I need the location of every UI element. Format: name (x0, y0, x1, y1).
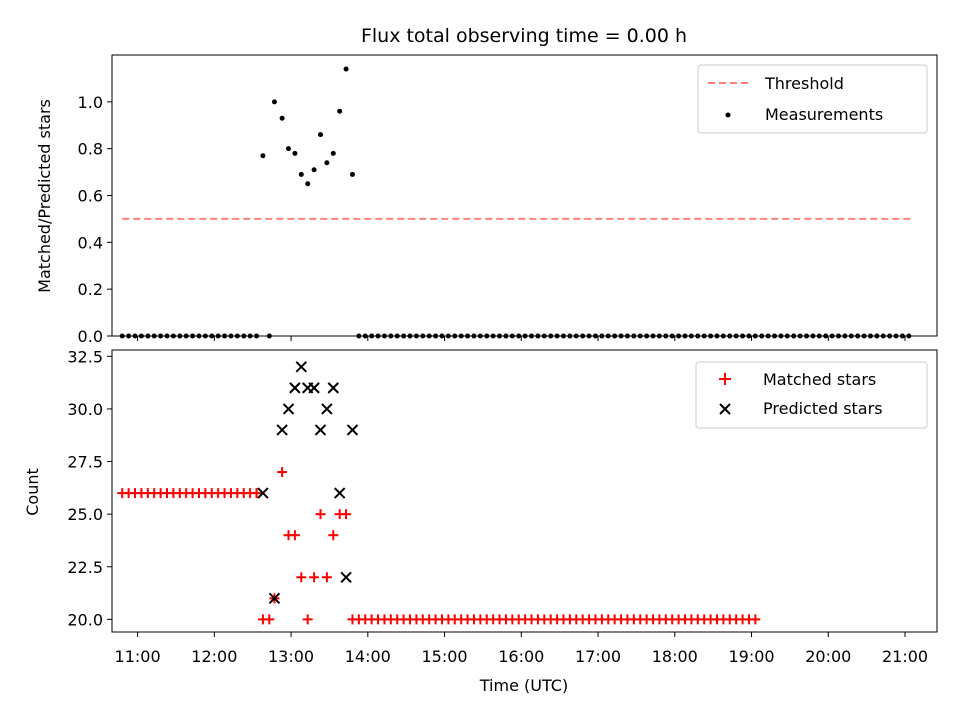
bottom-x-tick-label: 14:00 (345, 647, 391, 666)
bottom-x-tick-label: 11:00 (115, 647, 161, 666)
top-y-tick-label: 1.0 (78, 93, 103, 112)
bottom-x-tick-label: 13:00 (268, 647, 314, 666)
cross-b (308, 382, 320, 394)
predicted-star-point (333, 487, 346, 499)
matched-star-point (296, 572, 307, 583)
predicted-star-point (282, 403, 295, 415)
bottom-y-axis-label: Count (23, 468, 42, 516)
bottom-y-tick-label: 22.5 (67, 558, 103, 577)
top-chart-title: Flux total observing time = 0.00 h (361, 25, 687, 47)
measurement-point (349, 171, 355, 177)
bottom-y-tick-label: 25.0 (67, 505, 103, 524)
measurement-point (271, 99, 277, 105)
bottom-plot: 20.0 22.5 25.0 27.5 30.0 32.5 11:00 12:00 13:00 1… (67, 347, 938, 666)
cross-b (257, 487, 269, 499)
top-legend: Threshold Measurements (697, 64, 928, 134)
measurement-point (260, 153, 266, 159)
cross-b (282, 403, 295, 415)
measurement-point (337, 108, 343, 114)
bottom-x-tick-label: 18:00 (652, 647, 698, 666)
predicted-star-point (268, 592, 281, 605)
legend-matched-label: Matched stars (763, 370, 876, 389)
legend-matched-swatch (719, 373, 731, 385)
cross-b (276, 424, 288, 436)
matched-star-point (251, 488, 262, 499)
bottom-x-tick-label: 15:00 (422, 647, 468, 666)
predicted-star-point (327, 382, 339, 394)
bottom-legend-box (695, 361, 928, 429)
bottom-x-tick-label: 20:00 (805, 647, 851, 666)
matched-star-point (750, 614, 761, 625)
top-y-tick-label: 0.0 (78, 327, 103, 346)
top-y-tick-label: 0.2 (78, 280, 103, 299)
measurement-point (343, 66, 349, 72)
matched-star-point (328, 530, 339, 541)
top-legend-box (697, 64, 928, 134)
predicted-star-point (308, 382, 320, 394)
matched-star-point (289, 530, 300, 541)
matched-star-point (302, 614, 313, 625)
cross-b (321, 403, 333, 415)
top-axes-frame (111, 54, 938, 337)
bottom-x-tick-label: 17:00 (575, 647, 621, 666)
top-plot: 0.0 0.2 0.4 0.6 0.8 1.0 (78, 54, 938, 346)
predicted-star-point (295, 361, 308, 373)
bottom-legend: Matched stars Predicted stars (695, 361, 928, 429)
cross-b (346, 424, 359, 436)
predicted-star-point (257, 487, 269, 499)
predicted-star-point (314, 424, 327, 436)
legend-predicted-label: Predicted stars (763, 399, 883, 418)
predicted-star-point (276, 424, 288, 436)
matched-star-point (341, 509, 352, 520)
predicted-star-point (289, 382, 301, 394)
cross-b (327, 382, 339, 394)
predicted-star-point (321, 403, 333, 415)
top-y-tick-label: 0.8 (78, 140, 103, 159)
measurement-point (292, 150, 298, 156)
cross-b (314, 424, 327, 436)
legend-measurements-swatch (725, 112, 731, 118)
legend-predicted-swatch (719, 403, 731, 415)
top-y-axis-label: Matched/Predicted stars (35, 99, 54, 293)
measurement-point (324, 160, 330, 166)
bottom-y-tick-label: 32.5 (67, 347, 103, 366)
measurement-point (305, 181, 311, 187)
measurement-point (298, 171, 304, 177)
predicted-star-point (340, 571, 352, 583)
bottom-axes-frame (111, 349, 938, 633)
matched-star-point (309, 572, 320, 583)
matched-star-point (264, 614, 275, 625)
matched-star-point (277, 467, 288, 478)
top-ticks: 0.0 0.2 0.4 0.6 0.8 1.0 (78, 93, 906, 346)
bottom-y-tick-label: 20.0 (67, 610, 103, 629)
bottom-x-axis-label: Time (UTC) (479, 676, 568, 695)
cross-b (333, 487, 346, 499)
bottom-y-tick-label: 30.0 (67, 400, 103, 419)
bottom-x-tick-label: 12:00 (191, 647, 237, 666)
bottom-x-tick-label: 21:00 (882, 647, 928, 666)
cross-b (268, 592, 281, 605)
bottom-series (117, 361, 761, 625)
matched-star-point (321, 572, 332, 583)
bottom-x-tick-label: 16:00 (498, 647, 544, 666)
bottom-y-tick-label: 27.5 (67, 453, 103, 472)
legend-threshold-label: Threshold (764, 74, 844, 93)
legend-measurements-label: Measurements (765, 105, 883, 124)
cross-b (295, 361, 308, 373)
cross-b (340, 571, 352, 583)
measurement-point (279, 115, 285, 121)
measurement-point (311, 167, 317, 173)
cross-b (289, 382, 301, 394)
measurement-point (286, 146, 292, 152)
bottom-x-tick-label: 19:00 (728, 647, 774, 666)
measurement-point (330, 150, 336, 156)
top-y-tick-label: 0.6 (78, 187, 103, 206)
matched-star-point (315, 509, 326, 520)
top-y-tick-label: 0.4 (78, 233, 103, 252)
measurement-point (317, 132, 323, 138)
predicted-star-point (346, 424, 359, 436)
bottom-ticks: 20.0 22.5 25.0 27.5 30.0 32.5 11:00 12:00 13:00 1… (67, 347, 928, 666)
